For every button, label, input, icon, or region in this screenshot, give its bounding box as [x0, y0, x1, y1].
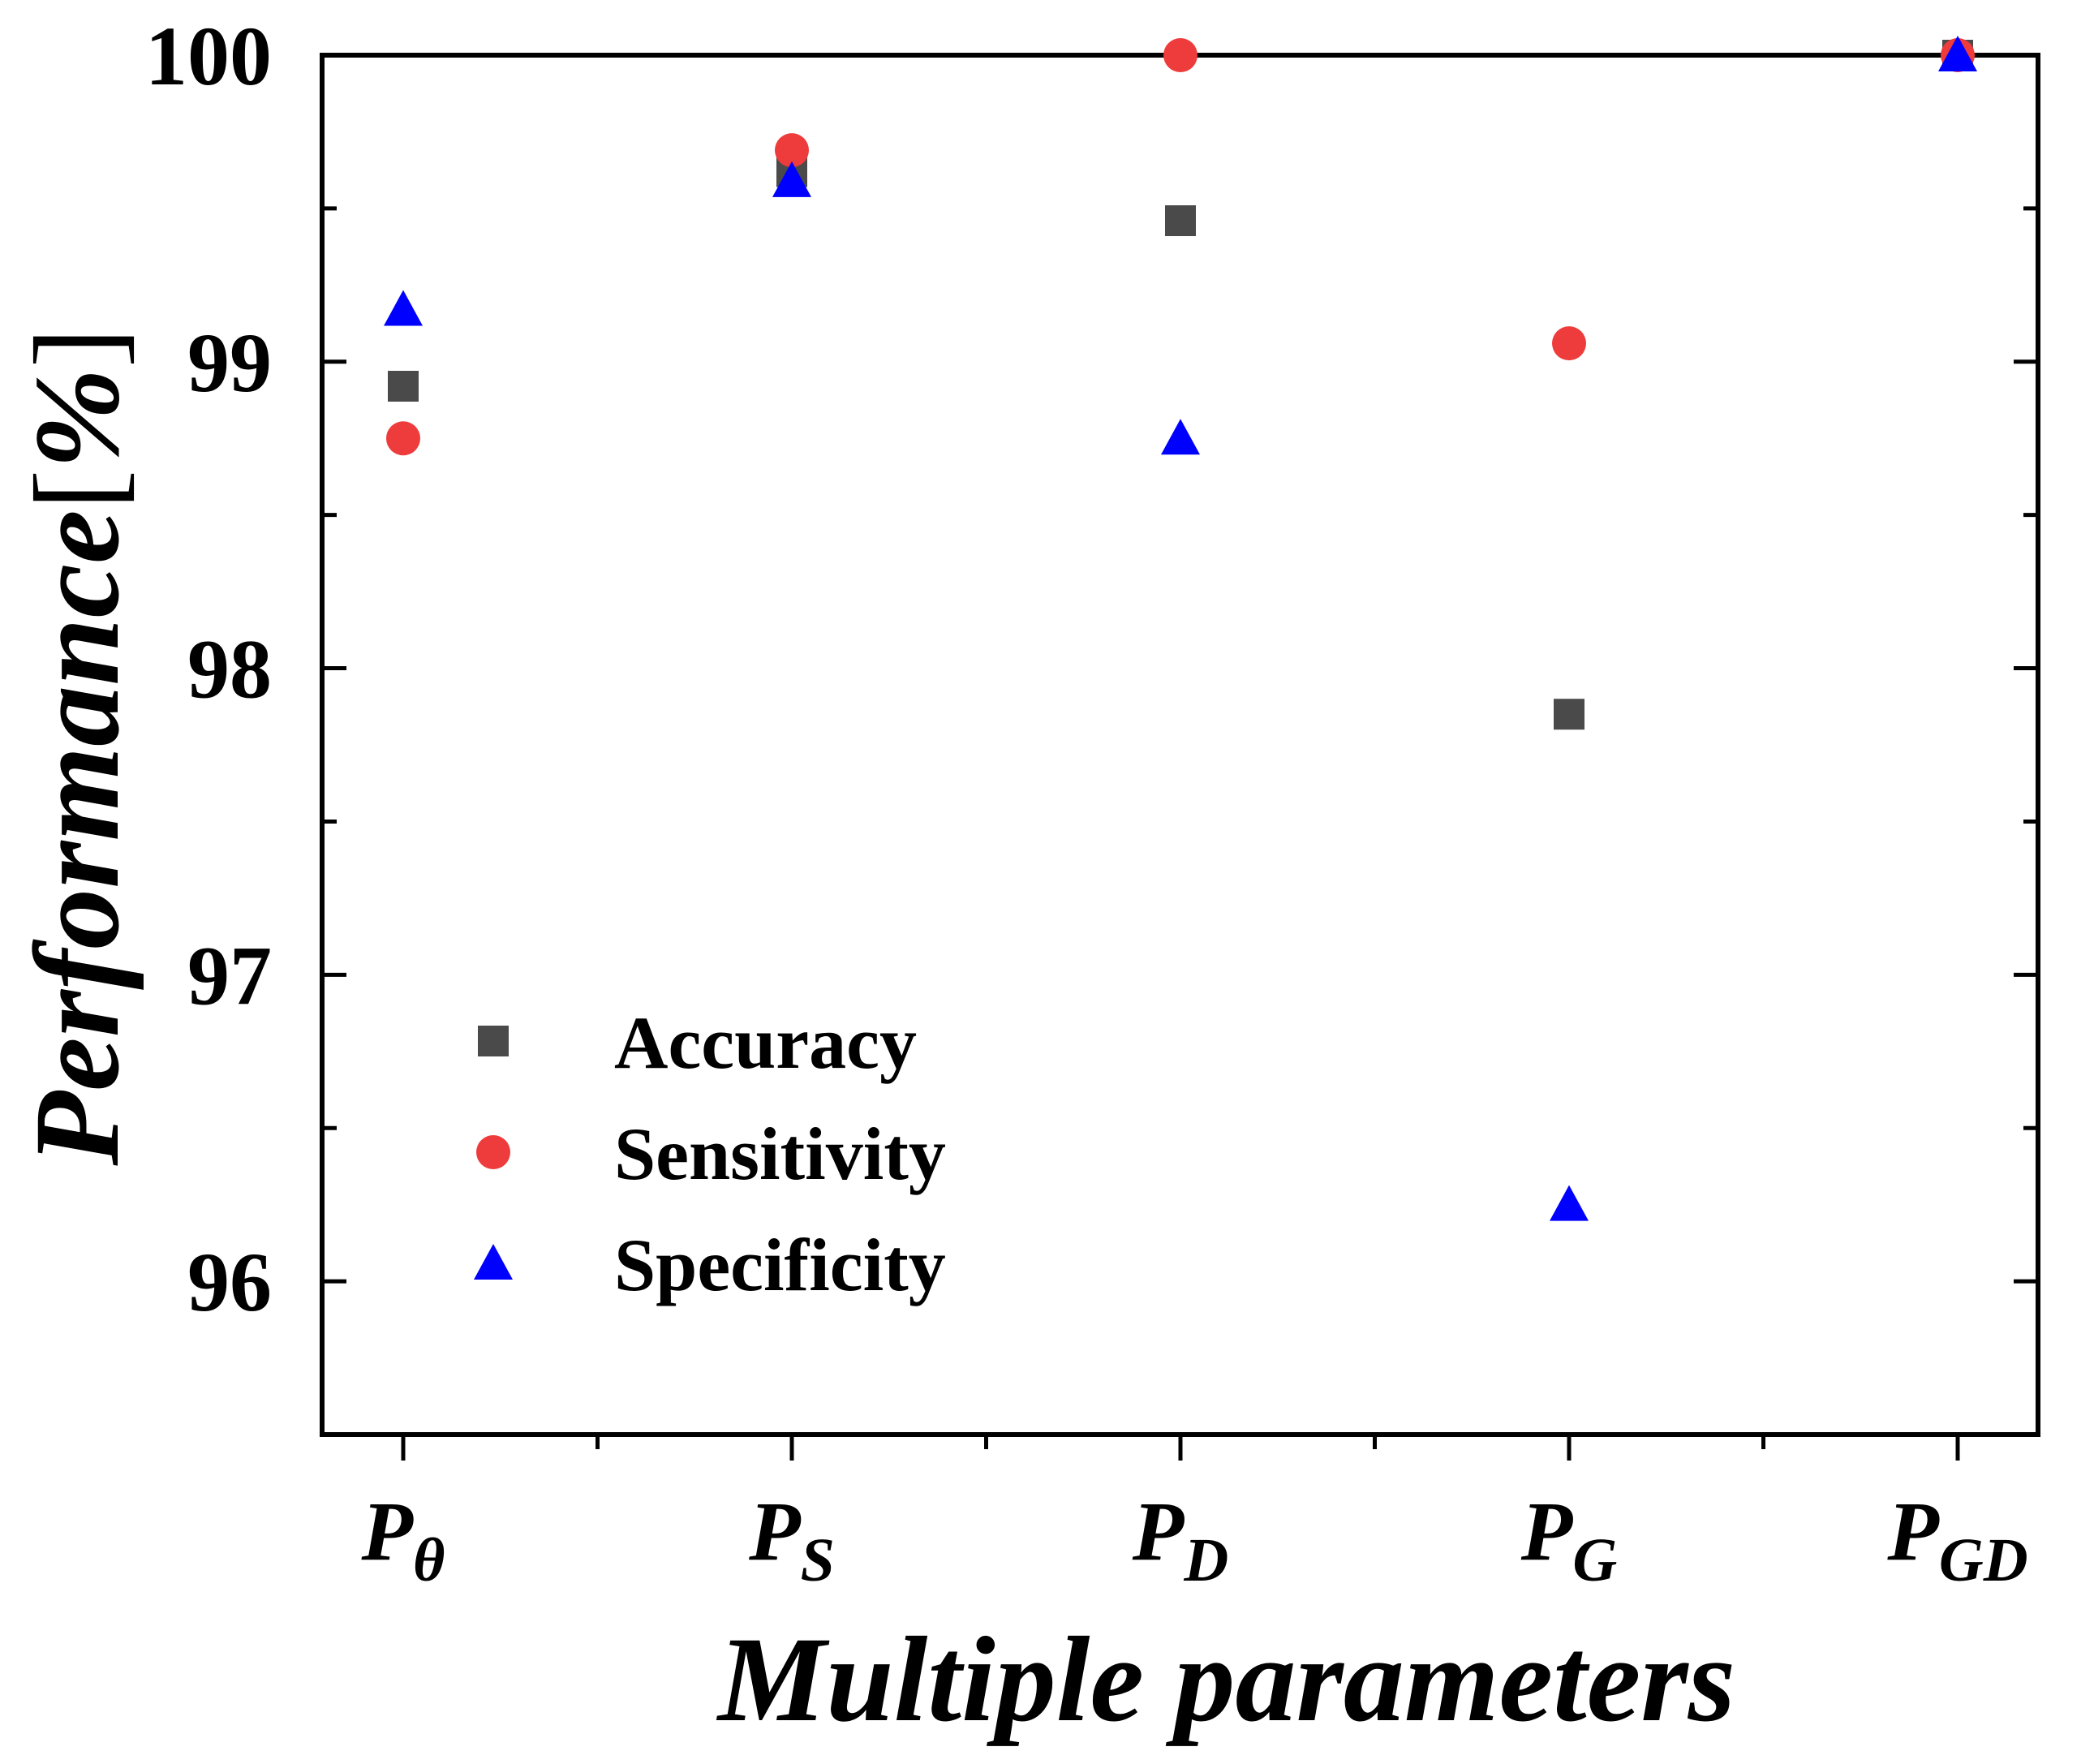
specificity-point	[384, 290, 423, 326]
accuracy-point	[1554, 699, 1584, 730]
legend-sensitivity-label: Sensitivity	[614, 1112, 946, 1195]
legend-specificity-label: Specificity	[614, 1224, 946, 1306]
sensitivity-point	[386, 421, 420, 456]
y-axis: 96 97 98 99 100	[145, 10, 2038, 1437]
sensitivity-point	[1552, 326, 1586, 361]
sensitivity-point	[775, 133, 809, 168]
plot-frame	[320, 53, 2040, 1437]
y-axis-title: Performance[%]	[10, 327, 144, 1166]
x-tick-label: Pθ	[361, 1485, 445, 1594]
x-tick-label: PD	[1132, 1485, 1228, 1594]
legend-specificity-marker	[474, 1244, 513, 1280]
legend-accuracy-marker	[478, 1026, 509, 1056]
specificity-point	[1550, 1185, 1589, 1221]
specificity-point	[1161, 419, 1200, 455]
x-axis-title: Multiple parameters	[716, 1612, 1735, 1747]
y-tick-label: 97	[187, 929, 272, 1022]
y-tick-label: 100	[145, 10, 272, 103]
y-axis-title-unit: %	[10, 368, 144, 469]
specificity-point	[772, 161, 811, 197]
y-tick-label: 96	[187, 1236, 272, 1329]
y-tick-label: 99	[187, 316, 272, 410]
accuracy-point	[1165, 205, 1196, 236]
data-marks	[384, 36, 1977, 1221]
series-accuracy	[388, 40, 1973, 730]
legend: Accuracy Sensitivity Specificity	[474, 1001, 946, 1306]
y-axis-title-main: Performance	[10, 510, 144, 1166]
series-sensitivity	[386, 38, 1975, 456]
accuracy-point	[388, 371, 419, 402]
x-axis: Pθ PS PD PG PGD	[361, 1435, 2028, 1594]
legend-accuracy-label: Accuracy	[614, 1001, 917, 1084]
svg-text:Performance[%]: Performance[%]	[10, 327, 144, 1166]
y-tick-label: 98	[187, 623, 272, 716]
sensitivity-point	[1163, 38, 1197, 72]
x-tick-label: PG	[1520, 1485, 1618, 1594]
series-specificity	[384, 36, 1977, 1221]
x-tick-label: PS	[748, 1485, 835, 1594]
x-tick-label: PGD	[1886, 1485, 2027, 1594]
specificity-point	[1938, 36, 1977, 71]
legend-sensitivity-marker	[476, 1135, 510, 1169]
